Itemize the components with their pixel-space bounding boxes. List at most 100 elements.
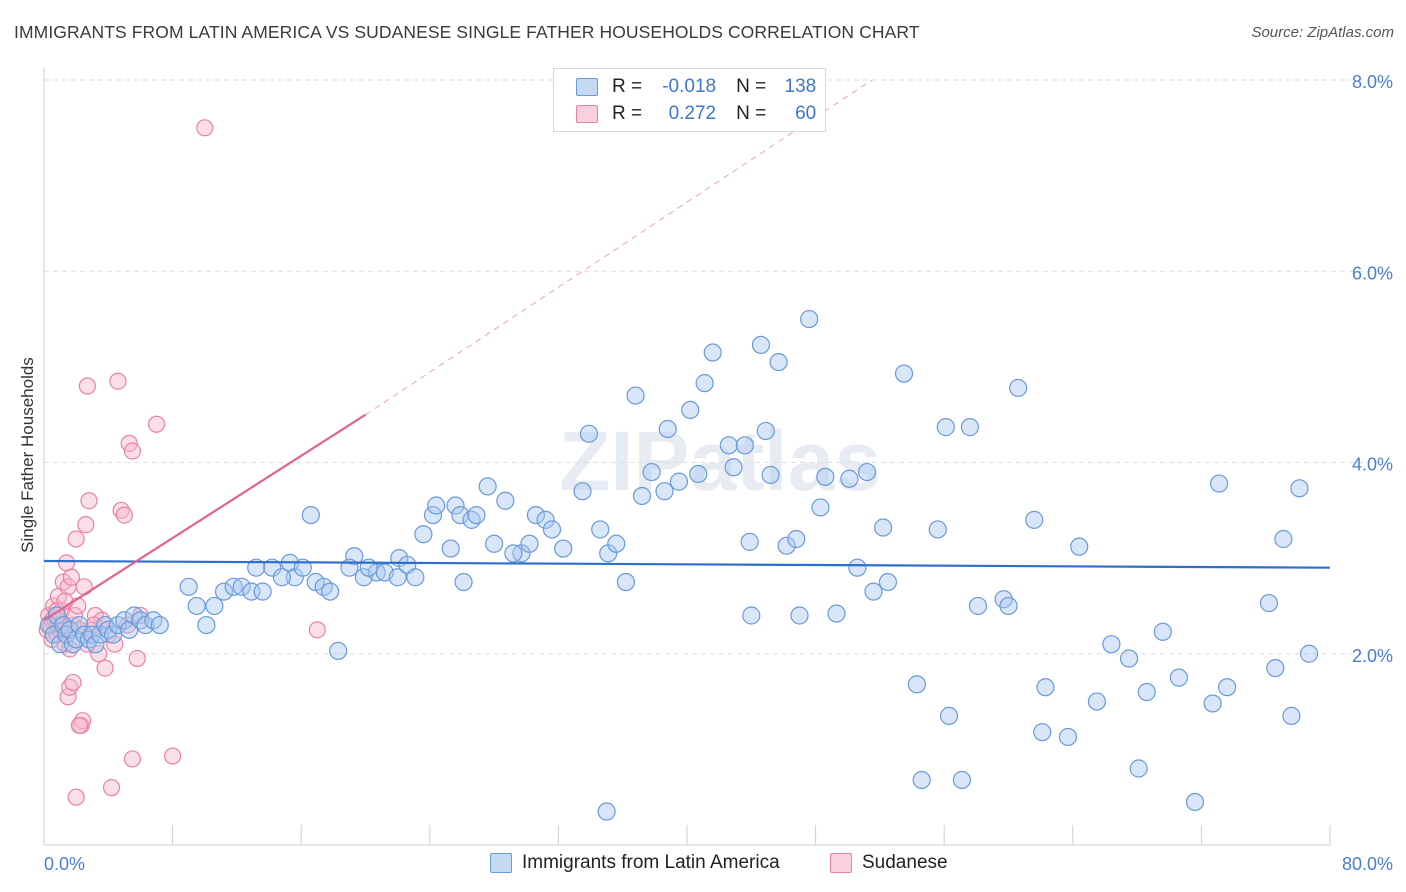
sudanese-point: [54, 573, 72, 591]
latin-america-point: [1058, 727, 1078, 747]
sudanese-point: [64, 673, 82, 692]
latin-america-point: [321, 582, 340, 601]
latin-america-point: [272, 568, 292, 587]
latin-america-point: [1259, 593, 1279, 613]
latin-america-point: [179, 577, 198, 596]
latin-america-point: [626, 386, 645, 405]
tick-labels: 2.0% 4.0% 6.0% 8.0% 0.0% 80.0%: [44, 72, 1393, 874]
latin-america-point: [214, 582, 234, 601]
latin-america-point: [478, 477, 497, 496]
sudanese-point: [80, 492, 98, 510]
latin-america-point: [520, 534, 539, 553]
sudanese-point: [308, 621, 326, 639]
sudanese-point: [102, 779, 121, 797]
correlation-legend: R = -0.018 N = 138 R = 0.272 N = 60: [553, 68, 826, 132]
latin-america-point: [1137, 682, 1156, 702]
latin-america-point: [761, 465, 780, 485]
sudanese-point: [62, 568, 80, 586]
latin-america-point: [816, 467, 835, 486]
latin-america-point: [787, 529, 806, 549]
latin-america-point: [205, 596, 224, 616]
latin-america-point: [790, 606, 809, 625]
x-tick-label: 80.0%: [1342, 854, 1393, 874]
latin-america-point: [1169, 668, 1188, 687]
latin-america-point: [1070, 537, 1089, 556]
latin-america-point: [329, 641, 348, 660]
latin-america-point: [536, 510, 555, 529]
latin-america-point: [669, 472, 689, 491]
latin-america-point: [952, 770, 971, 790]
latin-america-point: [86, 635, 105, 654]
latin-america-point: [1025, 510, 1044, 529]
chart-title: IMMIGRANTS FROM LATIN AMERICA VS SUDANES…: [14, 22, 920, 42]
latin-america-point: [719, 436, 738, 455]
sudanese-point: [78, 377, 97, 395]
legend-row-latin-america: R = -0.018 N = 138: [576, 74, 816, 100]
legend-r-value: -0.018: [662, 76, 717, 97]
legend-n-value: 60: [795, 103, 817, 124]
latin-america-point: [703, 343, 722, 362]
legend-n-value: 138: [784, 76, 817, 97]
latin-america-point: [811, 498, 830, 517]
latin-america-point: [1266, 658, 1285, 678]
latin-america-point: [232, 577, 251, 596]
latin-america-point: [345, 547, 364, 566]
sudanese-point: [67, 530, 85, 548]
latin-america-point: [388, 568, 407, 587]
sudanese-point: [96, 659, 114, 677]
y-tick-label: 6.0%: [1352, 263, 1393, 283]
latin-america-point: [253, 582, 272, 601]
latin-america-point: [554, 539, 573, 558]
latin-america-point: [1274, 529, 1293, 549]
sudanese-point: [115, 506, 133, 524]
latin-america-point: [848, 558, 867, 577]
latin-america-point: [1153, 622, 1172, 641]
latin-america-trend-line: [43, 559, 1331, 569]
latin-america-point: [616, 572, 636, 592]
latin-america-point: [756, 421, 775, 441]
latin-america-point: [681, 400, 700, 420]
latin-america-point: [579, 424, 599, 443]
latin-america-point: [451, 505, 470, 525]
latin-america-point: [1203, 694, 1222, 713]
latin-america-point: [542, 520, 562, 539]
latin-america-point: [47, 606, 66, 625]
latin-america-point: [689, 464, 708, 484]
series-label-latin-america: Immigrants from Latin America: [522, 852, 780, 873]
latin-america-point: [597, 802, 616, 821]
latin-america-point: [454, 572, 473, 592]
latin-america-point: [573, 482, 592, 501]
sudanese-point: [61, 678, 79, 696]
latin-america-point: [247, 558, 266, 577]
latin-america-point: [1009, 378, 1028, 398]
latin-america-point: [724, 458, 743, 477]
series-swatch-blue: [490, 853, 512, 873]
latin-america-point: [607, 534, 626, 553]
sudanese-point: [109, 372, 127, 390]
latin-america-point: [441, 539, 460, 558]
legend-swatch-pink: [576, 105, 598, 123]
source-credit: Source: ZipAtlas.com: [1251, 24, 1394, 41]
series-legend: Immigrants from Latin America Sudanese: [0, 852, 1406, 878]
latin-america-point: [197, 615, 216, 635]
latin-america-point: [894, 364, 914, 383]
sudanese-point: [128, 649, 146, 668]
latin-america-point: [70, 615, 89, 635]
latin-america-point: [655, 482, 674, 501]
sudanese-point: [77, 516, 95, 534]
legend-r-value: 0.272: [668, 103, 717, 124]
latin-america-point: [827, 604, 846, 623]
watermark: ZIPatlas: [559, 414, 881, 508]
legend-n-label: N =: [736, 76, 767, 97]
latin-america-point: [263, 558, 282, 577]
sudanese-point: [67, 788, 85, 806]
latin-america-point: [423, 505, 443, 525]
latin-america-point: [960, 418, 980, 437]
y-tick-label: 2.0%: [1352, 646, 1393, 666]
latin-america-point: [115, 611, 134, 630]
latin-america-point: [1102, 635, 1121, 654]
latin-america-point: [939, 706, 959, 726]
latin-america-point: [1282, 706, 1301, 726]
latin-america-point: [912, 770, 931, 790]
axes: [43, 68, 1331, 846]
